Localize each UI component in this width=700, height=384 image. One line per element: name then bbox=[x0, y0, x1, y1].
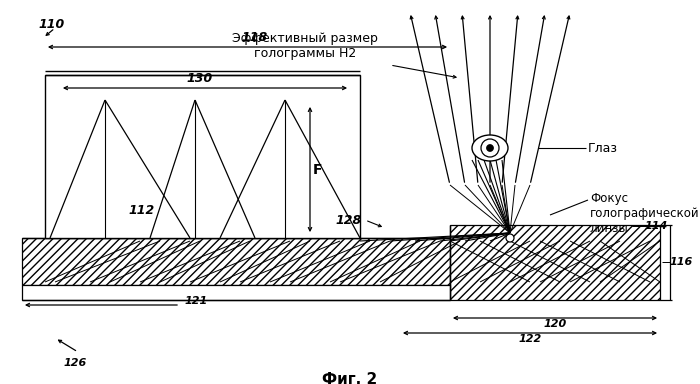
Text: Фиг. 2: Фиг. 2 bbox=[323, 372, 377, 384]
Bar bbox=[45, 75, 360, 238]
Ellipse shape bbox=[472, 135, 508, 161]
Circle shape bbox=[481, 139, 499, 157]
Text: F: F bbox=[314, 162, 323, 177]
Text: 110: 110 bbox=[38, 18, 64, 31]
Text: 126: 126 bbox=[64, 358, 87, 368]
Text: Эффективный размер
голограммы Н2: Эффективный размер голограммы Н2 bbox=[232, 32, 378, 60]
Bar bbox=[450, 225, 660, 300]
Text: 128: 128 bbox=[336, 214, 362, 227]
Text: 112: 112 bbox=[129, 204, 155, 217]
Circle shape bbox=[486, 144, 493, 152]
Text: 120: 120 bbox=[543, 319, 566, 329]
Text: 116: 116 bbox=[670, 257, 693, 267]
Text: 118: 118 bbox=[242, 31, 268, 44]
Text: 122: 122 bbox=[519, 334, 542, 344]
Bar bbox=[22, 285, 450, 300]
Circle shape bbox=[506, 234, 514, 242]
Text: 121: 121 bbox=[185, 296, 209, 306]
Text: Глаз: Глаз bbox=[588, 141, 618, 154]
Text: Фокус
голографической
линзы: Фокус голографической линзы bbox=[590, 192, 699, 235]
Text: 114: 114 bbox=[645, 221, 668, 231]
Bar bbox=[22, 238, 450, 285]
Text: 130: 130 bbox=[187, 72, 213, 85]
